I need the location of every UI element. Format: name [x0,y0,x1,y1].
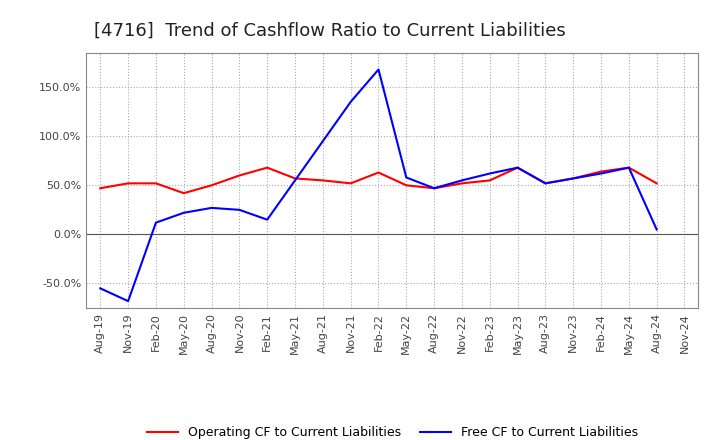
Free CF to Current Liabilities [318,139,327,144]
Operating CF to Current Liabilities [402,183,410,188]
Operating CF to Current Liabilities [541,181,550,186]
Operating CF to Current Liabilities [624,165,633,170]
Operating CF to Current Liabilities [430,186,438,191]
Operating CF to Current Liabilities [124,181,132,186]
Operating CF to Current Liabilities [513,165,522,170]
Operating CF to Current Liabilities [597,169,606,174]
Free CF to Current Liabilities [207,205,216,210]
Operating CF to Current Liabilities [346,181,355,186]
Free CF to Current Liabilities [485,171,494,176]
Operating CF to Current Liabilities [374,170,383,175]
Free CF to Current Liabilities [346,99,355,105]
Operating CF to Current Liabilities [179,191,188,196]
Text: [4716]  Trend of Cashflow Ratio to Current Liabilities: [4716] Trend of Cashflow Ratio to Curren… [94,22,565,40]
Free CF to Current Liabilities [569,176,577,181]
Free CF to Current Liabilities [179,210,188,216]
Free CF to Current Liabilities [652,227,661,232]
Operating CF to Current Liabilities [485,178,494,183]
Free CF to Current Liabilities [235,207,243,213]
Legend: Operating CF to Current Liabilities, Free CF to Current Liabilities: Operating CF to Current Liabilities, Fre… [142,422,643,440]
Operating CF to Current Liabilities [235,173,243,178]
Operating CF to Current Liabilities [569,176,577,181]
Free CF to Current Liabilities [152,220,161,225]
Line: Operating CF to Current Liabilities: Operating CF to Current Liabilities [100,168,657,193]
Free CF to Current Liabilities [291,178,300,183]
Free CF to Current Liabilities [124,298,132,304]
Operating CF to Current Liabilities [263,165,271,170]
Free CF to Current Liabilities [624,165,633,170]
Free CF to Current Liabilities [263,217,271,222]
Free CF to Current Liabilities [374,67,383,72]
Operating CF to Current Liabilities [207,183,216,188]
Free CF to Current Liabilities [458,178,467,183]
Free CF to Current Liabilities [541,181,550,186]
Operating CF to Current Liabilities [96,186,104,191]
Operating CF to Current Liabilities [291,176,300,181]
Free CF to Current Liabilities [402,175,410,180]
Operating CF to Current Liabilities [152,181,161,186]
Line: Free CF to Current Liabilities: Free CF to Current Liabilities [100,70,657,301]
Free CF to Current Liabilities [513,165,522,170]
Free CF to Current Liabilities [597,171,606,176]
Operating CF to Current Liabilities [318,178,327,183]
Operating CF to Current Liabilities [652,181,661,186]
Operating CF to Current Liabilities [458,181,467,186]
Free CF to Current Liabilities [430,186,438,191]
Free CF to Current Liabilities [96,286,104,291]
